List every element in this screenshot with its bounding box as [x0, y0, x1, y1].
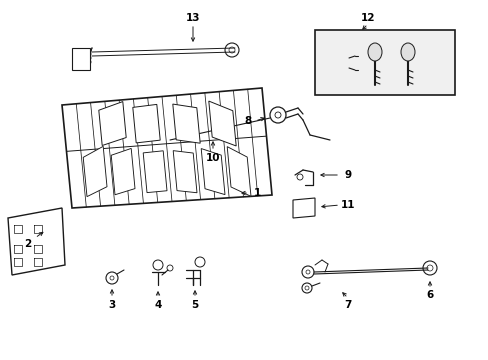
Circle shape — [305, 286, 308, 290]
Circle shape — [85, 55, 91, 61]
Circle shape — [274, 112, 281, 118]
Polygon shape — [99, 102, 126, 145]
Text: 8: 8 — [244, 116, 251, 126]
Circle shape — [106, 272, 118, 284]
Text: 7: 7 — [344, 300, 351, 310]
Circle shape — [296, 174, 303, 180]
Text: 5: 5 — [191, 300, 198, 310]
Circle shape — [167, 265, 173, 271]
Circle shape — [224, 43, 239, 57]
Circle shape — [15, 257, 25, 267]
Circle shape — [75, 54, 81, 60]
Ellipse shape — [367, 43, 381, 61]
Text: 9: 9 — [344, 170, 351, 180]
Circle shape — [228, 47, 235, 53]
Ellipse shape — [400, 43, 414, 61]
Polygon shape — [227, 147, 250, 196]
Text: 11: 11 — [340, 200, 354, 210]
Text: 12: 12 — [360, 13, 374, 23]
Polygon shape — [83, 146, 107, 197]
Text: 1: 1 — [253, 188, 260, 198]
Polygon shape — [208, 101, 236, 146]
Circle shape — [370, 48, 378, 56]
Circle shape — [153, 260, 163, 270]
Polygon shape — [143, 151, 167, 193]
Circle shape — [422, 261, 436, 275]
Polygon shape — [292, 198, 314, 218]
Text: 2: 2 — [24, 239, 32, 249]
Text: 13: 13 — [185, 13, 200, 23]
Polygon shape — [172, 104, 200, 143]
Text: 4: 4 — [154, 300, 162, 310]
Circle shape — [195, 257, 204, 267]
Circle shape — [426, 265, 432, 271]
Circle shape — [293, 204, 302, 212]
Polygon shape — [8, 208, 65, 275]
Circle shape — [82, 54, 88, 60]
Polygon shape — [62, 88, 271, 208]
Bar — [314, 30, 454, 95]
Circle shape — [75, 61, 81, 67]
Circle shape — [302, 283, 311, 293]
Circle shape — [302, 266, 313, 278]
Text: 10: 10 — [205, 153, 220, 163]
Circle shape — [305, 202, 312, 210]
Polygon shape — [201, 149, 224, 195]
Polygon shape — [133, 104, 160, 143]
Circle shape — [85, 51, 91, 57]
Circle shape — [110, 276, 114, 280]
Circle shape — [82, 61, 88, 67]
Polygon shape — [173, 150, 197, 193]
Circle shape — [328, 57, 340, 69]
Text: 6: 6 — [426, 290, 433, 300]
Polygon shape — [111, 148, 135, 195]
Circle shape — [305, 270, 309, 274]
Circle shape — [403, 48, 411, 56]
Text: 3: 3 — [108, 300, 115, 310]
Circle shape — [85, 59, 91, 65]
Circle shape — [269, 107, 285, 123]
Circle shape — [320, 49, 348, 77]
Bar — [72, 48, 90, 70]
